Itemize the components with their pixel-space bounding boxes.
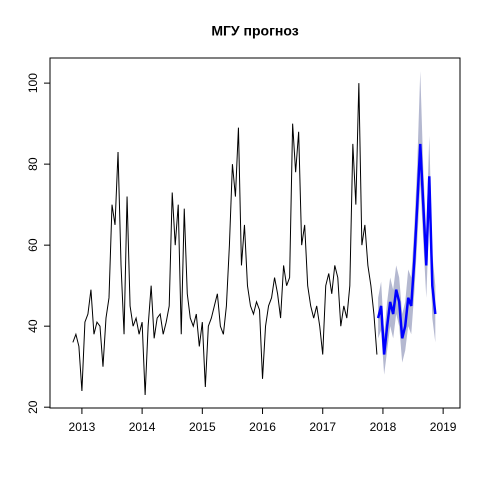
series-line	[72, 83, 378, 396]
x-tick-label: 2018	[370, 420, 397, 434]
x-tick-label: 2015	[189, 420, 216, 434]
plot-frame	[49, 57, 461, 409]
y-tick-label: 40	[26, 319, 40, 333]
chart-title: МГУ прогноз	[211, 23, 298, 39]
x-tick-label: 2014	[129, 420, 156, 434]
x-tick-label: 2016	[249, 420, 276, 434]
x-tick-label: 2019	[430, 420, 457, 434]
y-tick-label: 60	[26, 238, 40, 252]
y-tick-label: 100	[26, 73, 40, 93]
x-tick-label: 2017	[309, 420, 336, 434]
x-tick-label: 2013	[69, 420, 96, 434]
y-tick-label: 20	[26, 400, 40, 414]
series-line	[376, 143, 437, 355]
y-tick-label: 80	[26, 157, 40, 171]
